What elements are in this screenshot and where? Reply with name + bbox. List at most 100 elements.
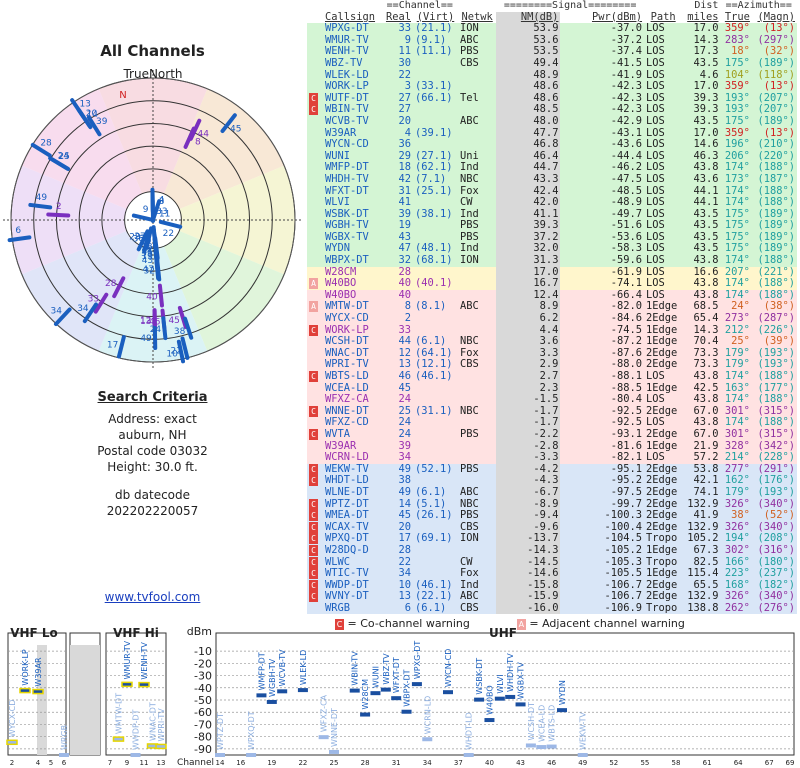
table-row[interactable]: C WPXQ-DT 17 (69.1) ION -13.7 -104.5 Tropo 105.2… bbox=[307, 533, 797, 545]
cell-nm: 48.6 bbox=[496, 81, 561, 93]
table-row[interactable]: C WTIC-TV 34 Fox -14.6 -105.5 1Edge 115.4 223° (2… bbox=[307, 567, 797, 580]
cell-pwr: -80.4 bbox=[610, 393, 643, 406]
cell-true: 328° bbox=[724, 439, 750, 452]
cell-nm: 39.3 bbox=[496, 220, 561, 232]
signal-bar bbox=[422, 737, 433, 742]
cell-nm: 46.4 bbox=[496, 150, 561, 163]
cell-real: 8 bbox=[404, 300, 411, 313]
cell-pwr: -59.6 bbox=[610, 254, 643, 267]
table-row[interactable]: C WWDP-DT 10 (46.1) Ind -15.8 -106.7 2Edge 65.5 1… bbox=[307, 579, 797, 592]
cell-pwr: -97.5 bbox=[610, 485, 643, 498]
station-mark bbox=[176, 339, 186, 364]
cell-net: Ind bbox=[460, 207, 479, 220]
cell-pwr: -82.1 bbox=[610, 451, 643, 464]
cell-dist: 14.3 bbox=[693, 323, 719, 336]
table-row[interactable]: WBPX-DT 32 (68.1) ION 31.3 -59.6 LOS 43.8 174° (1… bbox=[307, 254, 797, 267]
cell-path: LOS bbox=[646, 161, 665, 174]
table-row[interactable]: C WVNY-DT 13 (22.1) ABC -15.9 -106.7 2Edge 132.9… bbox=[307, 591, 797, 603]
table-row[interactable]: W39AR 39 -2.8 -81.6 1Edge 21.9 328° (342°) bbox=[307, 439, 797, 453]
table-row[interactable]: WCRN-LD 34 -3.3 -82.1 LOS 57.2 214° (228°) bbox=[307, 452, 797, 464]
table-row[interactable]: WFXZ-CA 24 -1.5 -80.4 LOS 43.8 174° (188°) bbox=[307, 394, 797, 406]
table-row[interactable]: C WHDT-LD 38 -4.3 -95.2 2Edge 42.1 162° (176°) bbox=[307, 475, 797, 487]
table-row[interactable]: WHDH-TV 42 (7.1) NBC 43.3 -47.5 LOS 43.6 173° (18… bbox=[307, 173, 797, 186]
table-row[interactable]: C WUTF-DT 27 (66.1) Tel 48.6 -42.3 LOS 39.3 193° (… bbox=[307, 92, 797, 105]
cell-pwr: -88.1 bbox=[610, 370, 643, 382]
cell-call: W40BO bbox=[325, 277, 357, 290]
table-row[interactable]: WBZ-TV 30 CBS 49.4 -41.5 LOS 43.5 175° (189°) bbox=[307, 57, 797, 70]
cell-virt: (40.1) bbox=[415, 277, 453, 290]
station-mark-label: 11 bbox=[159, 209, 170, 219]
table-row[interactable]: A WMTW-DT 8 (8.1) ABC 8.9 -82.0 1Edge 68.5 24° (38… bbox=[307, 300, 797, 314]
warning-flag-cell: C bbox=[307, 104, 323, 116]
table-row[interactable]: WYCX-CD 2 6.2 -84.6 2Edge 65.4 273° (287°) bbox=[307, 312, 797, 325]
table-row[interactable]: WSBK-DT 39 (38.1) Ind 41.1 -49.7 LOS 43.5 175° (1… bbox=[307, 207, 797, 221]
table-row[interactable]: WYCN-CD 36 46.8 -43.6 LOS 14.6 196° (210°) bbox=[307, 139, 797, 151]
signal-bar bbox=[505, 694, 516, 699]
table-row[interactable]: C WORK-LP 33 4.4 -74.5 1Edge 14.3 212° (226°) bbox=[307, 323, 797, 337]
table-row[interactable]: WCEA-LD 45 2.3 -88.5 1Edge 42.5 163° (177°) bbox=[307, 382, 797, 395]
cell-nm: -15.8 bbox=[496, 579, 561, 592]
table-row[interactable]: WNAC-DT 12 (64.1) Fox 3.3 -87.6 2Edge 73.3 179° (… bbox=[307, 347, 797, 360]
table-row[interactable]: C WVTA 24 PBS -2.2 -93.1 2Edge 67.0 301° (315°) bbox=[307, 427, 797, 441]
table-row[interactable]: C W28DQ-D 28 -14.3 -105.2 1Edge 67.3 302° (316°) bbox=[307, 544, 797, 557]
signal-bar bbox=[215, 753, 225, 757]
table-row[interactable]: W39AR 4 (39.1) 47.7 -43.1 LOS 17.0 359° (13°) bbox=[307, 127, 797, 140]
table-row[interactable]: WFXT-DT 31 (25.1) Fox 42.4 -48.5 LOS 44.1 174° (1… bbox=[307, 184, 797, 198]
warning-flag-cell bbox=[307, 243, 323, 255]
table-row[interactable]: C WMEA-DT 45 (26.1) PBS -9.4 -100.3 2Edge 41.9 38… bbox=[307, 510, 797, 522]
table-row[interactable]: WRGB 6 (6.1) CBS -16.0 -106.9 Tropo 138.8 262° (2… bbox=[307, 602, 797, 615]
table-row[interactable]: WMFP-DT 18 (62.1) Ind 44.7 -46.2 LOS 43.8 174° (1… bbox=[307, 162, 797, 174]
table-row[interactable]: WLEK-LD 22 48.9 -41.9 LOS 4.6 104° (118°) bbox=[307, 69, 797, 82]
cell-virt: (27.1) bbox=[415, 149, 453, 162]
cell-dist: 41.9 bbox=[693, 509, 719, 522]
cell-virt: (26.1) bbox=[415, 509, 453, 522]
cell-pwr: -48.5 bbox=[610, 184, 643, 197]
cell-pwr: -51.6 bbox=[610, 219, 643, 232]
warning-flag-cell bbox=[307, 441, 323, 453]
station-mark-label: 28 bbox=[105, 279, 117, 289]
signal-bar bbox=[474, 697, 485, 702]
signal-bar-label: WYCN-CD bbox=[444, 649, 453, 688]
table-row[interactable]: WGBX-TV 43 PBS 37.2 -53.6 LOS 43.5 175° (189°) bbox=[307, 231, 797, 244]
signal-bar-label: WHDT-LD bbox=[465, 712, 474, 750]
station-mark-label: 29 bbox=[129, 232, 141, 242]
table-row[interactable]: WCSH-DT 44 (6.1) NBC 3.6 -87.2 1Edge 70.4 25° (39… bbox=[307, 336, 797, 348]
warning-flag-cell: C bbox=[307, 521, 323, 534]
table-row[interactable]: C WBTS-LD 46 (46.1) 2.7 -88.1 LOS 43.8 174° (188°… bbox=[307, 370, 797, 383]
table-row[interactable]: WLNE-DT 49 (6.1) ABC -6.7 -97.5 2Edge 74.1 179° (… bbox=[307, 485, 797, 499]
cell-true: 175° bbox=[724, 242, 750, 255]
table-row[interactable]: C WBIN-TV 27 48.5 -42.3 LOS 39.3 193° (207°) bbox=[307, 104, 797, 116]
table-row[interactable]: WUNI 29 (27.1) Uni 46.4 -44.4 LOS 46.3 206° (220°… bbox=[307, 149, 797, 163]
table-row[interactable]: C WEKW-TV 49 (52.1) PBS -4.2 -95.1 2Edge 53.8 277… bbox=[307, 463, 797, 476]
table-row[interactable]: C WPTZ-DT 14 (5.1) NBC -8.9 -99.7 2Edge 132.9 326… bbox=[307, 498, 797, 511]
cell-true: 301° bbox=[724, 427, 750, 440]
criteria-address: Address: exact bbox=[108, 412, 197, 426]
table-row[interactable]: WPRI-TV 13 (12.1) CBS 2.9 -88.0 2Edge 73.3 179° (… bbox=[307, 359, 797, 371]
channel-tick-label: 4 bbox=[36, 759, 41, 767]
cell-pwr: -61.9 bbox=[610, 265, 643, 278]
table-row[interactable]: W40BO 40 12.4 -66.4 LOS 43.8 174° (188°) bbox=[307, 289, 797, 302]
table-row[interactable]: WPXG-DT 33 (21.1) ION 53.9 -37.0 LOS 17.0 359° (1… bbox=[307, 23, 797, 35]
cell-dist: 105.2 bbox=[687, 532, 719, 545]
warning-flag-cell: C bbox=[307, 463, 323, 476]
table-row[interactable]: C WLWC 22 CW -14.5 -105.3 Tropo 82.5 166° (180°) bbox=[307, 556, 797, 569]
station-mark bbox=[150, 199, 162, 223]
table-row[interactable]: WCVB-TV 20 ABC 48.0 -42.9 LOS 43.5 175° (189°) bbox=[307, 115, 797, 128]
table-row[interactable]: C WNNE-DT 25 (31.1) NBC -1.7 -92.5 2Edge 67.0 301… bbox=[307, 405, 797, 418]
table-row[interactable]: WYDN 47 (48.1) Ind 32.0 -58.3 LOS 43.5 175° (189°… bbox=[307, 242, 797, 256]
table-row[interactable]: WFXZ-CD 24 -1.7 -92.5 LOS 43.8 174° (188°) bbox=[307, 417, 797, 429]
table-row[interactable]: WENH-TV 11 (11.1) PBS 53.5 -37.4 LOS 17.3 18° (32… bbox=[307, 46, 797, 58]
table-row[interactable]: C WCAX-TV 20 CBS -9.6 -100.4 2Edge 132.9 326° (34… bbox=[307, 521, 797, 534]
station-mark-label: 13 bbox=[140, 317, 151, 327]
table-row[interactable]: WLVI 41 CW 42.0 -48.9 LOS 44.1 174° (188°) bbox=[307, 196, 797, 209]
table-row[interactable]: W28CM 28 17.0 -61.9 LOS 16.6 207° (221°) bbox=[307, 265, 797, 279]
cell-nm: 37.2 bbox=[496, 231, 561, 244]
col-pwr: Pwr(dBm) bbox=[591, 10, 643, 23]
warning-flag-cell bbox=[307, 35, 323, 47]
table-row[interactable]: WMUR-TV 9 (9.1) ABC 53.6 -37.2 LOS 14.3 283° (297… bbox=[307, 34, 797, 47]
site-link[interactable]: www.tvfool.com bbox=[104, 590, 201, 604]
table-row[interactable]: A W40BO 40 (40.1) 16.7 -74.1 LOS 43.8 174° (188°) bbox=[307, 278, 797, 290]
table-row[interactable]: WGBH-TV 19 PBS 39.3 -51.6 LOS 43.5 175° (189°) bbox=[307, 220, 797, 232]
table-row[interactable]: WORK-LP 3 (33.1) 48.6 -42.3 LOS 17.0 359° (13°) bbox=[307, 81, 797, 93]
station-mark-label: 39 bbox=[96, 117, 108, 127]
